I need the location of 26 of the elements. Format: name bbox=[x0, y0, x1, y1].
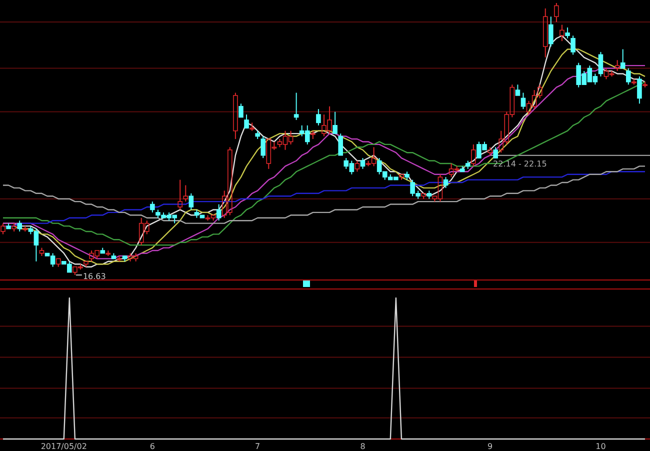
candlestick bbox=[360, 158, 366, 170]
candlestick bbox=[554, 2, 559, 23]
candlestick bbox=[560, 24, 564, 42]
candlestick bbox=[426, 190, 432, 200]
candlestick bbox=[488, 146, 492, 156]
candlestick bbox=[637, 76, 642, 104]
candlestick bbox=[316, 108, 321, 126]
candlestick bbox=[548, 16, 554, 48]
annotation: 16.63 bbox=[82, 272, 106, 281]
candlestick bbox=[614, 60, 620, 72]
x-tick-label: 8 bbox=[360, 442, 366, 451]
candlestick bbox=[150, 201, 155, 213]
x-tick-label: 6 bbox=[150, 442, 155, 451]
candlestick bbox=[17, 220, 22, 232]
candlestick bbox=[565, 26, 570, 39]
x-tick-label: 2017/05/02 bbox=[40, 442, 87, 451]
candlestick bbox=[443, 176, 448, 188]
candlestick bbox=[404, 171, 410, 180]
candlestick bbox=[598, 51, 604, 77]
candlestick bbox=[542, 8, 548, 58]
x-tick-label: 10 bbox=[596, 442, 606, 451]
x-tick-label: 7 bbox=[255, 442, 260, 451]
candlestick bbox=[183, 184, 188, 202]
candlestick bbox=[294, 92, 299, 120]
annotation: 22.14 - 22.15 bbox=[493, 159, 547, 168]
x-tick-label: 9 bbox=[487, 442, 493, 451]
